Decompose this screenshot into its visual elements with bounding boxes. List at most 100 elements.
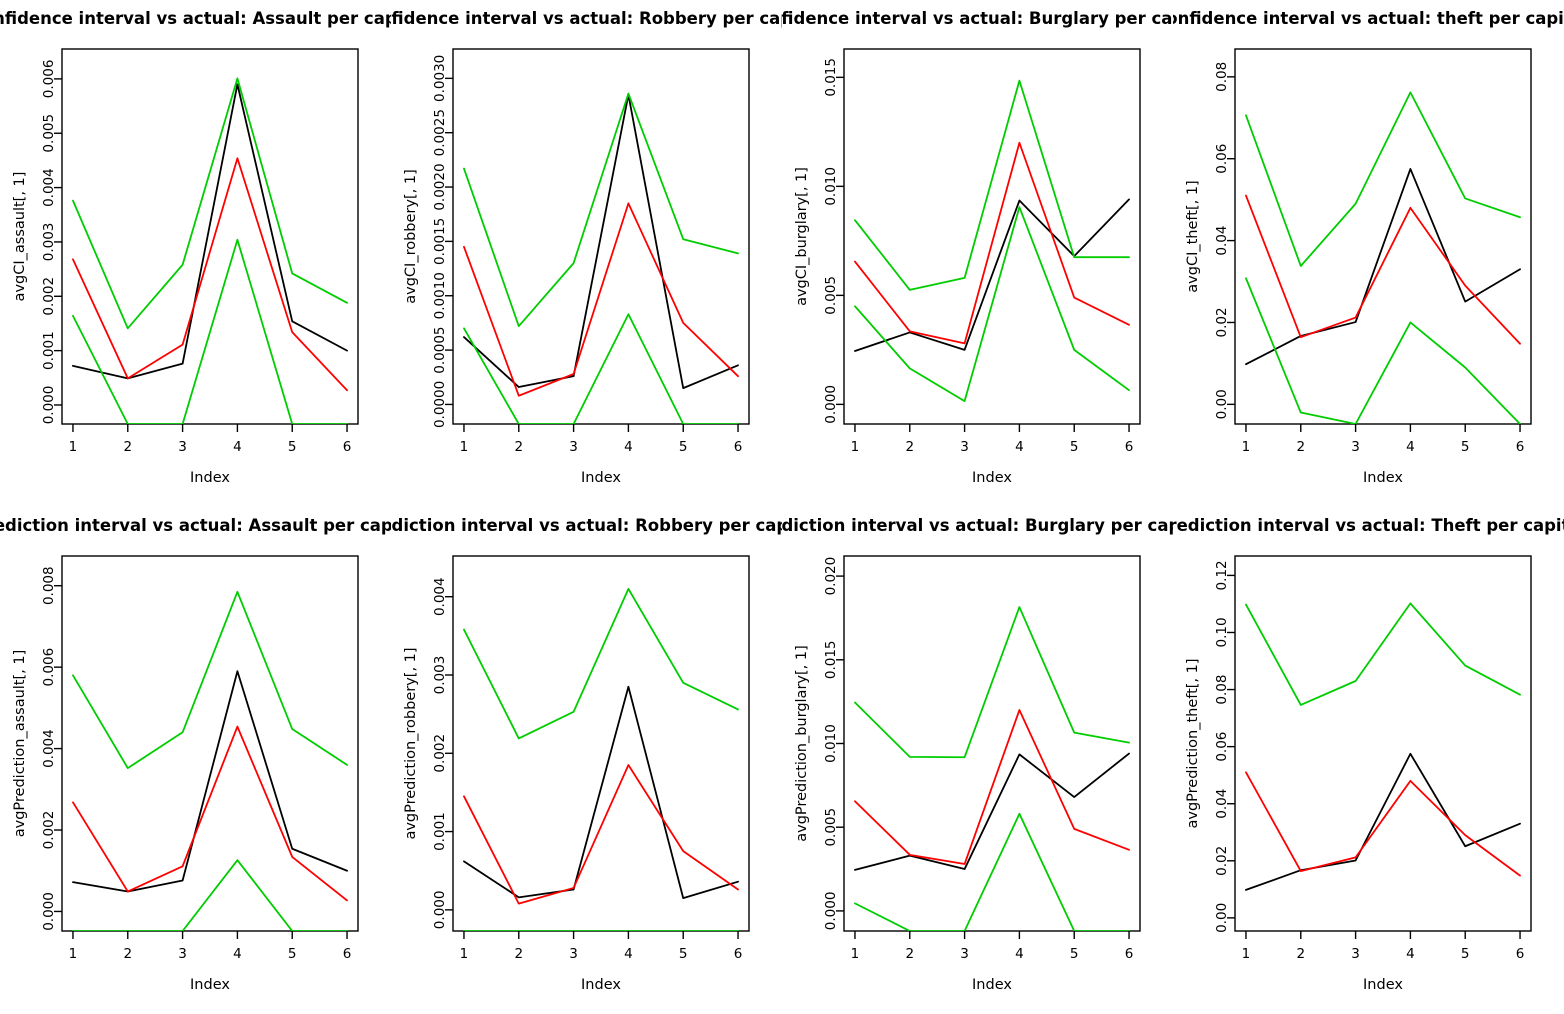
y-tick-label: 0.00	[1214, 903, 1230, 933]
x-tick-label: 5	[679, 439, 688, 455]
panel-title: Confidence interval vs actual: Robbery p…	[391, 9, 782, 28]
x-tick-label: 6	[734, 946, 743, 962]
y-tick-label: 0.010	[823, 724, 839, 763]
x-tick-label: 4	[233, 439, 242, 455]
series-line-actual	[854, 752, 1130, 871]
plot-box	[61, 48, 359, 425]
x-axis-label: Index	[190, 977, 230, 993]
plot-box	[843, 48, 1141, 425]
y-axis: 0.000 0.002 0.004 0.006 0.008	[41, 566, 62, 931]
series-line-upper	[463, 587, 739, 740]
panel-title: Prediction interval vs actual: Burglary …	[782, 516, 1173, 535]
x-tick-label: 1	[460, 946, 469, 962]
y-axis: 0.00 0.02 0.04 0.06 0.08	[1214, 62, 1235, 419]
x-tick-label: 4	[233, 946, 242, 962]
y-axis: 0.0000 0.0005 0.0010 0.0015 0.0020 0.0025 0.00…	[432, 55, 453, 428]
x-axis: 1 2 3 4 5 6	[460, 931, 743, 962]
series-line-actual	[72, 83, 348, 380]
y-tick-label: 0.003	[432, 656, 448, 695]
y-tick-label: 0.006	[41, 648, 57, 687]
series-line-upper	[1245, 91, 1521, 267]
y-tick-label: 0.12	[1214, 560, 1230, 590]
x-tick-label: 2	[514, 439, 523, 455]
series-line-fitted	[1245, 194, 1521, 345]
y-axis-label: avgPrediction_theft[, 1]	[1185, 658, 1201, 828]
y-tick-label: 0.002	[41, 277, 57, 316]
y-tick-label: 0.0015	[432, 218, 448, 265]
plot-box	[452, 555, 750, 932]
y-axis-label: avgCI_robbery[, 1]	[403, 169, 419, 303]
series-line-actual	[72, 670, 348, 893]
chart-panel: Confidence interval vs actual: Robbery p…	[391, 0, 782, 507]
y-tick-label: 0.000	[432, 891, 448, 930]
x-axis-label: Index	[190, 470, 230, 486]
y-tick-label: 0.020	[823, 557, 839, 596]
y-tick-label: 0.004	[41, 168, 57, 207]
y-tick-label: 0.0030	[432, 55, 448, 102]
y-tick-label: 0.004	[41, 729, 57, 768]
x-tick-label: 4	[1406, 946, 1415, 962]
x-axis-label: Index	[972, 977, 1012, 993]
series-group	[854, 606, 1130, 931]
series-line-lower	[72, 238, 348, 424]
y-axis-label: avgPrediction_assault[, 1]	[12, 650, 28, 838]
y-tick-label: 0.005	[41, 114, 57, 153]
series-line-upper	[463, 92, 739, 328]
y-tick-label: 0.08	[1214, 675, 1230, 705]
x-tick-label: 5	[1070, 439, 1079, 455]
x-tick-label: 3	[569, 439, 578, 455]
x-tick-label: 3	[1351, 946, 1360, 962]
x-axis: 1 2 3 4 5 6	[851, 424, 1134, 455]
x-tick-label: 4	[1015, 946, 1024, 962]
x-tick-label: 1	[851, 439, 860, 455]
x-tick-label: 2	[123, 946, 132, 962]
x-axis: 1 2 3 4 5 6	[69, 931, 351, 962]
x-tick-label: 3	[960, 946, 969, 962]
y-tick-label: 0.002	[41, 811, 57, 850]
x-tick-label: 4	[624, 439, 633, 455]
y-axis: 0.00 0.02 0.04 0.06 0.08 0.10 0.12	[1214, 560, 1235, 933]
panel-title: Confidence interval vs actual: Assault p…	[0, 9, 391, 28]
series-line-fitted	[1245, 771, 1521, 877]
x-tick-label: 1	[851, 946, 860, 962]
x-tick-label: 5	[288, 439, 297, 455]
y-tick-label: 0.0025	[432, 109, 448, 156]
x-tick-label: 1	[69, 439, 78, 455]
y-axis-label: avgPrediction_robbery[, 1]	[403, 647, 419, 839]
x-axis-label: Index	[581, 977, 621, 993]
x-tick-label: 4	[1015, 439, 1024, 455]
x-axis: 1 2 3 4 5 6	[69, 424, 352, 455]
x-tick-label: 1	[69, 946, 78, 962]
chart-panel: Prediction interval vs actual: Theft per…	[1173, 507, 1564, 1014]
panel-title: Confidence interval vs actual: theft per…	[1173, 9, 1564, 28]
x-tick-label: 2	[123, 439, 132, 455]
x-tick-label: 6	[1125, 439, 1134, 455]
series-line-actual	[1245, 168, 1521, 366]
series-line-upper	[854, 79, 1130, 291]
y-tick-label: 0.005	[823, 276, 839, 315]
x-tick-label: 3	[960, 439, 969, 455]
y-tick-label: 0.10	[1214, 617, 1230, 647]
y-tick-label: 0.015	[823, 640, 839, 679]
x-tick-label: 6	[343, 439, 352, 455]
x-tick-label: 1	[460, 439, 469, 455]
y-tick-label: 0.0010	[432, 272, 448, 319]
x-tick-label: 3	[569, 946, 578, 962]
series-line-fitted	[463, 202, 739, 397]
x-tick-label: 2	[1296, 439, 1305, 455]
x-tick-label: 6	[1516, 946, 1525, 962]
series-line-fitted	[72, 157, 348, 392]
y-axis-label: avgPrediction_burglary[, 1]	[794, 645, 810, 841]
x-tick-label: 5	[679, 946, 688, 962]
y-tick-label: 0.005	[823, 808, 839, 847]
x-axis: 1 2 3 4 5 6	[460, 424, 742, 455]
y-tick-label: 0.000	[823, 385, 839, 424]
y-tick-label: 0.001	[432, 812, 448, 851]
series-group	[854, 79, 1130, 403]
chart-panel: Prediction interval vs actual: Burglary …	[782, 507, 1173, 1014]
series-line-upper	[72, 77, 348, 330]
x-tick-label: 1	[1242, 946, 1251, 962]
series-group	[1245, 602, 1521, 891]
series-line-actual	[463, 93, 739, 390]
x-axis-label: Index	[581, 470, 621, 486]
